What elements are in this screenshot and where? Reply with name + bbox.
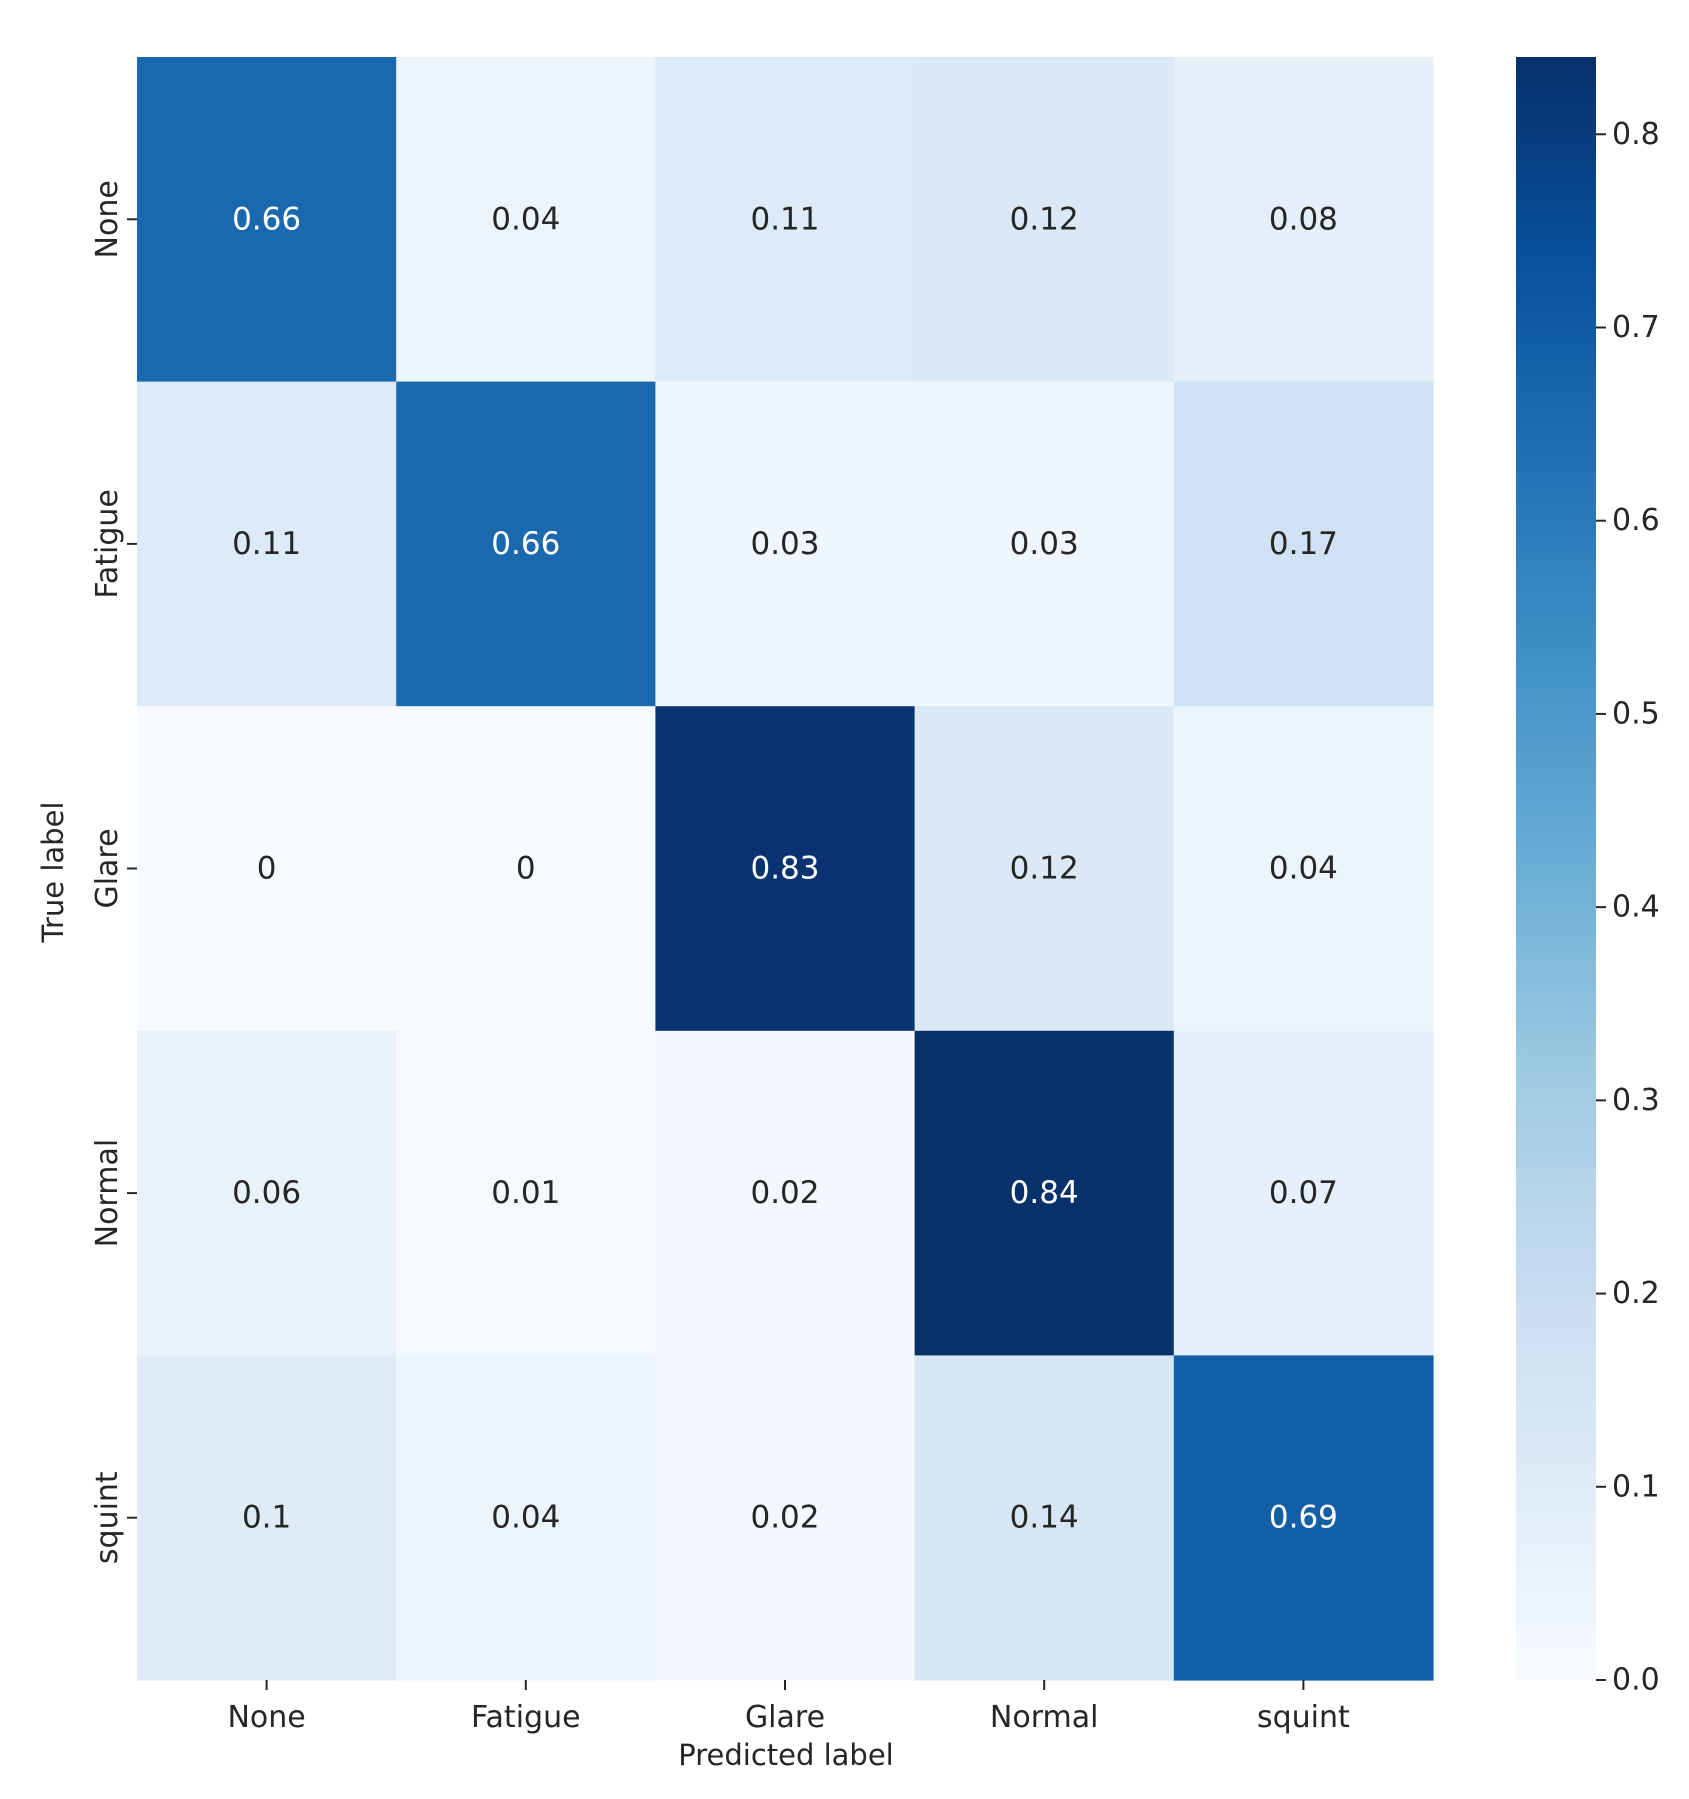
y-tick-label: None — [90, 180, 125, 258]
x-tick-label: Normal — [990, 1700, 1099, 1735]
cell-value-label: 0.04 — [491, 201, 560, 237]
cell-value-label: 0.12 — [1010, 851, 1079, 887]
heatmap-cell-Normal-Glare — [655, 1030, 916, 1356]
heatmap-cell-Normal-Normal — [914, 1030, 1175, 1356]
cell-value-label: 0.66 — [232, 201, 301, 237]
x-tick-label: Glare — [745, 1700, 825, 1735]
cell-value-label: 0.17 — [1269, 526, 1338, 562]
y-tick-label: Glare — [90, 828, 125, 908]
heatmap-cell-squint-None — [137, 1355, 397, 1681]
x-axis-ticks: None Fatigue Glare Normal squint — [227, 1680, 1350, 1735]
heatmap-cell-None-Fatigue — [396, 57, 656, 383]
heatmap-cell-None-Normal — [914, 57, 1175, 383]
cell-value-label: 0.69 — [1269, 1500, 1338, 1536]
colorbar-tick-label: 0.5 — [1612, 696, 1660, 731]
cell-value-label: 0.12 — [1010, 201, 1079, 237]
heatmap-cell-None-Glare — [655, 57, 916, 383]
cell-value-label: 0.08 — [1269, 201, 1338, 237]
heatmap-cell-None-squint — [1173, 57, 1434, 383]
cell-value-label: 0.84 — [1010, 1175, 1079, 1211]
heatmap-cell-Fatigue-squint — [1173, 381, 1434, 707]
cell-value-label: 0.07 — [1269, 1175, 1338, 1211]
heatmap-cells — [137, 57, 1434, 1681]
cell-value-label: 0.02 — [750, 1175, 819, 1211]
cell-value-label: 0.11 — [750, 201, 819, 237]
heatmap-cell-labels: 0.66 0.04 0.11 0.12 0.08 0.11 0.66 0.03 0.03 0.17… — [232, 201, 1338, 1535]
cell-value-label: 0.04 — [1269, 851, 1338, 887]
cell-value-label: 0.11 — [232, 526, 301, 562]
heatmap-cell-Glare-None — [137, 706, 397, 1032]
cell-value-label: 0.01 — [491, 1175, 560, 1211]
heatmap-cell-Fatigue-Glare — [655, 381, 916, 707]
cell-value-label: 0.02 — [750, 1500, 819, 1536]
cell-value-label: 0.66 — [491, 526, 560, 562]
heatmap-cell-squint-Normal — [914, 1355, 1175, 1681]
colorbar-ticks: 0.0 0.1 0.2 0.3 0.4 0.5 0.6 0.7 0.8 — [1596, 117, 1660, 1698]
colorbar-tick-label: 0.1 — [1612, 1469, 1660, 1504]
colorbar — [1516, 57, 1596, 1680]
heatmap-cell-Normal-squint — [1173, 1030, 1434, 1356]
x-tick-label: None — [227, 1700, 305, 1735]
colorbar-tick-label: 0.6 — [1612, 503, 1660, 538]
colorbar-tick-label: 0.0 — [1612, 1663, 1660, 1698]
cell-value-label: 0.1 — [242, 1500, 291, 1536]
heatmap-cell-Glare-Glare — [655, 706, 916, 1032]
cell-value-label: 0.04 — [491, 1500, 560, 1536]
y-axis-title: True label — [36, 802, 70, 944]
heatmap-cell-Fatigue-Fatigue — [396, 381, 656, 707]
heatmap-cell-squint-squint — [1173, 1355, 1434, 1681]
colorbar-tick-label: 0.4 — [1612, 890, 1660, 925]
cell-value-label: 0 — [257, 851, 277, 887]
heatmap-cell-None-None — [137, 57, 397, 383]
heatmap-cell-Fatigue-Normal — [914, 381, 1175, 707]
x-tick-label: Fatigue — [471, 1700, 581, 1735]
heatmap-cell-Fatigue-None — [137, 381, 397, 707]
colorbar-tick-label: 0.2 — [1612, 1276, 1660, 1311]
x-tick-label: squint — [1257, 1700, 1350, 1735]
heatmap-cell-Glare-squint — [1173, 706, 1434, 1032]
cell-value-label: 0.06 — [232, 1175, 301, 1211]
x-axis-title: Predicted label — [678, 1738, 894, 1772]
heatmap-cell-Glare-Normal — [914, 706, 1175, 1032]
cell-value-label: 0 — [516, 851, 536, 887]
heatmap-cell-Glare-Fatigue — [396, 706, 656, 1032]
y-tick-label: Fatigue — [90, 489, 125, 599]
cell-value-label: 0.03 — [1010, 526, 1079, 562]
colorbar-tick-label: 0.7 — [1612, 310, 1660, 345]
cell-value-label: 0.03 — [750, 526, 819, 562]
y-tick-label: squint — [90, 1471, 125, 1564]
heatmap-cell-squint-Fatigue — [396, 1355, 656, 1681]
heatmap-cell-Normal-None — [137, 1030, 397, 1356]
y-axis-ticks: None Fatigue Glare Normal squint — [90, 180, 137, 1564]
heatmap-cell-squint-Glare — [655, 1355, 916, 1681]
colorbar-tick-label: 0.3 — [1612, 1083, 1660, 1118]
heatmap-cell-Normal-Fatigue — [396, 1030, 656, 1356]
cell-value-label: 0.14 — [1010, 1500, 1079, 1536]
cell-value-label: 0.83 — [750, 851, 819, 887]
colorbar-tick-label: 0.8 — [1612, 117, 1660, 152]
y-tick-label: Normal — [90, 1139, 125, 1248]
